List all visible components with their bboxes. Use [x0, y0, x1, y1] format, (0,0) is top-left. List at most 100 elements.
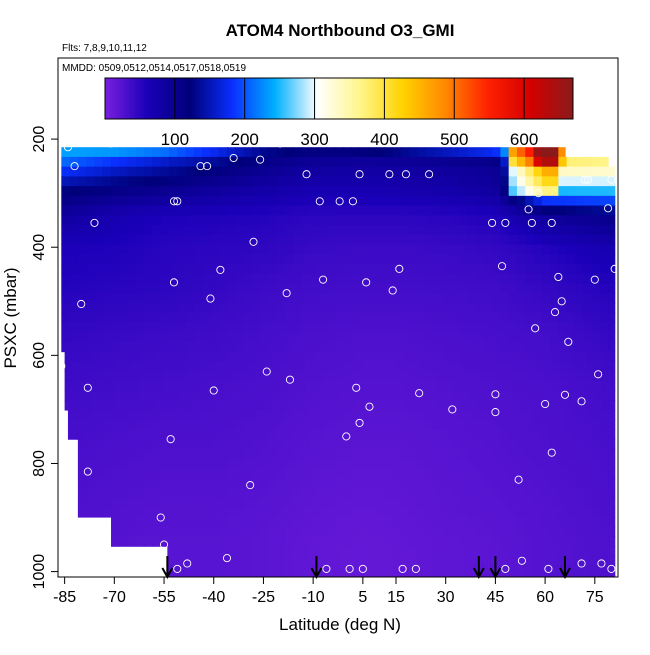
field-cell	[127, 273, 137, 285]
field-cell	[152, 225, 162, 236]
field-cell	[608, 312, 616, 323]
field-cell	[276, 507, 286, 518]
field-cell	[210, 497, 220, 508]
observation-point	[415, 389, 424, 398]
field-cell	[508, 487, 518, 499]
field-cell	[550, 312, 559, 323]
field-cell	[230, 390, 240, 401]
field-cell	[251, 312, 261, 323]
field-cell	[243, 497, 253, 508]
field-cell	[508, 448, 518, 460]
field-cell	[144, 536, 154, 547]
field-cell	[558, 244, 568, 255]
field-cell	[326, 293, 336, 304]
field-cell	[167, 546, 177, 557]
field-cell	[326, 507, 336, 518]
field-cell	[334, 283, 344, 294]
field-cell	[367, 263, 377, 275]
field-cell	[119, 293, 129, 304]
field-cell	[193, 478, 203, 489]
field-cell	[351, 536, 361, 547]
field-cell	[217, 429, 226, 440]
field-cell	[606, 409, 616, 421]
field-cell	[458, 244, 468, 255]
observation-point	[531, 324, 540, 333]
field-cell	[608, 439, 616, 450]
field-cell	[516, 468, 526, 479]
field-cell	[341, 555, 351, 567]
field-cell	[387, 361, 397, 372]
field-cell	[200, 409, 210, 421]
field-cell	[533, 147, 543, 158]
field-cell	[541, 225, 551, 236]
field-cell	[238, 380, 248, 392]
field-cell	[425, 283, 435, 294]
field-cell	[119, 439, 129, 450]
field-cell	[465, 429, 475, 440]
field-cell	[500, 341, 510, 353]
field-cell	[210, 516, 220, 528]
field-cell	[525, 156, 535, 168]
field-cell	[102, 273, 112, 285]
field-cell	[450, 497, 460, 508]
field-cell	[500, 273, 510, 285]
field-cell	[574, 536, 584, 547]
field-cell	[473, 429, 483, 440]
field-cell	[508, 283, 518, 294]
field-cell	[478, 351, 488, 362]
field-cell	[81, 380, 91, 392]
field-cell	[475, 478, 485, 489]
field-cell	[400, 186, 410, 197]
field-cell	[193, 332, 203, 343]
field-cell	[404, 361, 414, 372]
field-cell	[61, 176, 71, 187]
field-cell	[470, 351, 480, 362]
colorbar-tick-label: 300	[300, 130, 328, 149]
field-cell	[135, 234, 145, 246]
field-cell	[86, 244, 96, 255]
field-cell	[61, 156, 71, 168]
field-cell	[169, 322, 178, 333]
field-cell	[185, 439, 195, 450]
field-cell	[541, 468, 551, 479]
field-cell	[86, 234, 96, 246]
field-cell	[119, 507, 129, 518]
field-cell	[425, 254, 435, 265]
field-cell	[586, 400, 596, 411]
field-cell	[316, 409, 326, 421]
field-cell	[86, 478, 96, 489]
field-cell	[318, 283, 328, 294]
field-cell	[296, 361, 306, 372]
field-cell	[359, 234, 369, 246]
field-cell	[409, 458, 419, 469]
field-cell	[367, 526, 377, 538]
field-cell	[202, 468, 212, 479]
field-cell	[218, 536, 228, 547]
field-cell	[583, 273, 593, 285]
field-cell	[533, 536, 543, 547]
field-cell	[492, 166, 501, 177]
field-cell	[382, 565, 392, 576]
field-cell	[417, 458, 427, 469]
field-cell	[525, 341, 535, 353]
field-cell	[111, 186, 120, 197]
field-cell	[581, 409, 591, 421]
field-cell	[598, 575, 608, 577]
field-cell	[169, 205, 178, 216]
field-cell	[283, 565, 293, 576]
field-cell	[326, 263, 336, 275]
field-cell	[144, 156, 154, 168]
field-cell	[384, 322, 394, 333]
field-cell	[192, 409, 202, 421]
field-cell	[202, 322, 212, 333]
field-cell	[119, 215, 129, 226]
field-cell	[500, 293, 510, 304]
field-cell	[127, 507, 137, 518]
field-cell	[202, 186, 212, 197]
field-cell	[342, 516, 352, 528]
field-cell	[280, 380, 289, 392]
field-cell	[341, 419, 351, 431]
field-cell	[318, 156, 328, 168]
field-cell	[400, 244, 410, 255]
field-cell	[467, 147, 477, 158]
